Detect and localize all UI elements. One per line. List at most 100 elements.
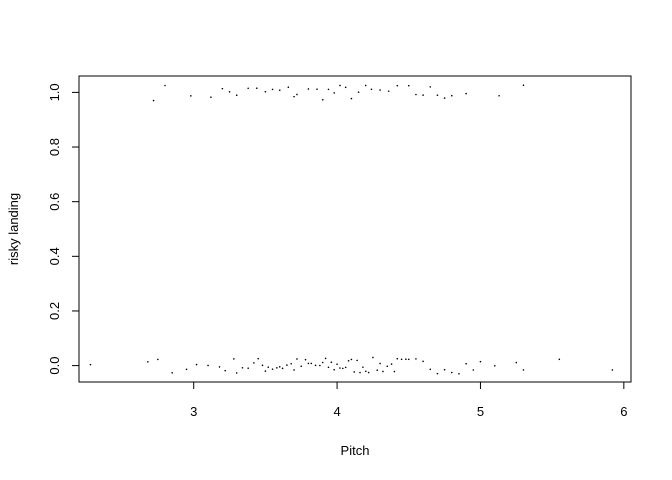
data-point (185, 368, 188, 371)
data-point (333, 368, 336, 371)
x-tick-label: 6 (620, 404, 627, 419)
data-point (342, 367, 344, 370)
data-point (152, 99, 155, 102)
data-point (407, 358, 410, 361)
y-axis-label: risky landing (6, 193, 21, 265)
data-point (382, 370, 384, 373)
data-point (336, 363, 338, 365)
data-point (422, 360, 424, 363)
data-point (379, 362, 381, 365)
data-point (350, 358, 353, 361)
data-point (436, 372, 439, 375)
data-point (339, 84, 341, 87)
data-point (293, 369, 295, 371)
data-point (498, 94, 500, 97)
plot-frame (78, 75, 632, 383)
data-point (235, 372, 238, 374)
data-point (321, 361, 324, 364)
data-point (327, 366, 330, 369)
data-point (472, 369, 475, 371)
data-point (319, 364, 321, 367)
data-point (257, 357, 260, 360)
data-point (210, 96, 212, 98)
y-tick-label: 0.0 (47, 357, 62, 375)
data-point (356, 359, 358, 362)
data-point (89, 363, 92, 366)
data-point (281, 367, 284, 370)
data-point (344, 86, 347, 89)
data-point (221, 87, 224, 90)
data-point (327, 88, 330, 91)
data-point (465, 362, 467, 365)
data-point (286, 364, 288, 366)
x-tick-label: 5 (477, 404, 484, 419)
data-point (228, 91, 231, 93)
data-point (362, 366, 364, 368)
data-point (314, 364, 317, 367)
data-point (321, 98, 324, 101)
data-point (450, 371, 453, 374)
data-point (278, 89, 281, 91)
data-point (465, 92, 467, 95)
data-point (515, 361, 518, 364)
y-tick-label: 0.8 (47, 138, 62, 156)
data-point (376, 369, 379, 372)
data-point (364, 370, 367, 373)
data-point (267, 366, 270, 368)
data-point (261, 364, 264, 367)
x-axis-label: Pitch (341, 443, 370, 458)
data-point (429, 86, 432, 88)
data-point (224, 369, 227, 372)
data-point (304, 358, 307, 361)
y-tick-label: 0.4 (47, 247, 62, 265)
data-point (353, 371, 356, 373)
data-point (333, 92, 336, 94)
data-point (296, 358, 298, 360)
data-point (347, 359, 350, 362)
data-point (339, 367, 341, 369)
data-point (307, 362, 310, 365)
data-point (271, 368, 274, 370)
data-point (300, 365, 303, 368)
x-tick-label: 3 (190, 404, 197, 419)
data-point (357, 91, 360, 93)
data-point (190, 95, 192, 97)
data-points (89, 84, 614, 375)
data-point (558, 358, 561, 361)
data-point (396, 84, 399, 87)
data-point (195, 363, 198, 366)
data-point (253, 362, 255, 364)
data-point (370, 88, 373, 91)
data-point (296, 93, 298, 96)
data-point (293, 95, 295, 98)
y-tick-label: 1.0 (47, 83, 62, 101)
data-point (387, 90, 390, 92)
data-point (522, 84, 525, 87)
data-point (310, 362, 313, 365)
data-point (415, 93, 417, 96)
data-point (247, 87, 249, 90)
data-point (233, 358, 235, 360)
data-point (307, 88, 310, 90)
data-point (241, 367, 244, 369)
data-point (316, 88, 318, 90)
data-point (264, 90, 267, 93)
data-point (522, 369, 525, 371)
data-point (422, 94, 424, 96)
y-tick-label: 0.6 (47, 193, 62, 211)
data-point (367, 371, 370, 374)
data-point (235, 94, 238, 96)
data-point (264, 370, 267, 372)
data-point (400, 358, 403, 361)
data-point (443, 368, 446, 371)
x-tick-label: 4 (333, 404, 340, 419)
data-point (479, 360, 482, 363)
data-point (450, 94, 453, 97)
data-point (458, 372, 460, 375)
data-point (290, 362, 293, 365)
data-point (278, 366, 281, 368)
data-point (255, 87, 258, 90)
data-point (287, 86, 290, 88)
data-point (429, 368, 432, 371)
